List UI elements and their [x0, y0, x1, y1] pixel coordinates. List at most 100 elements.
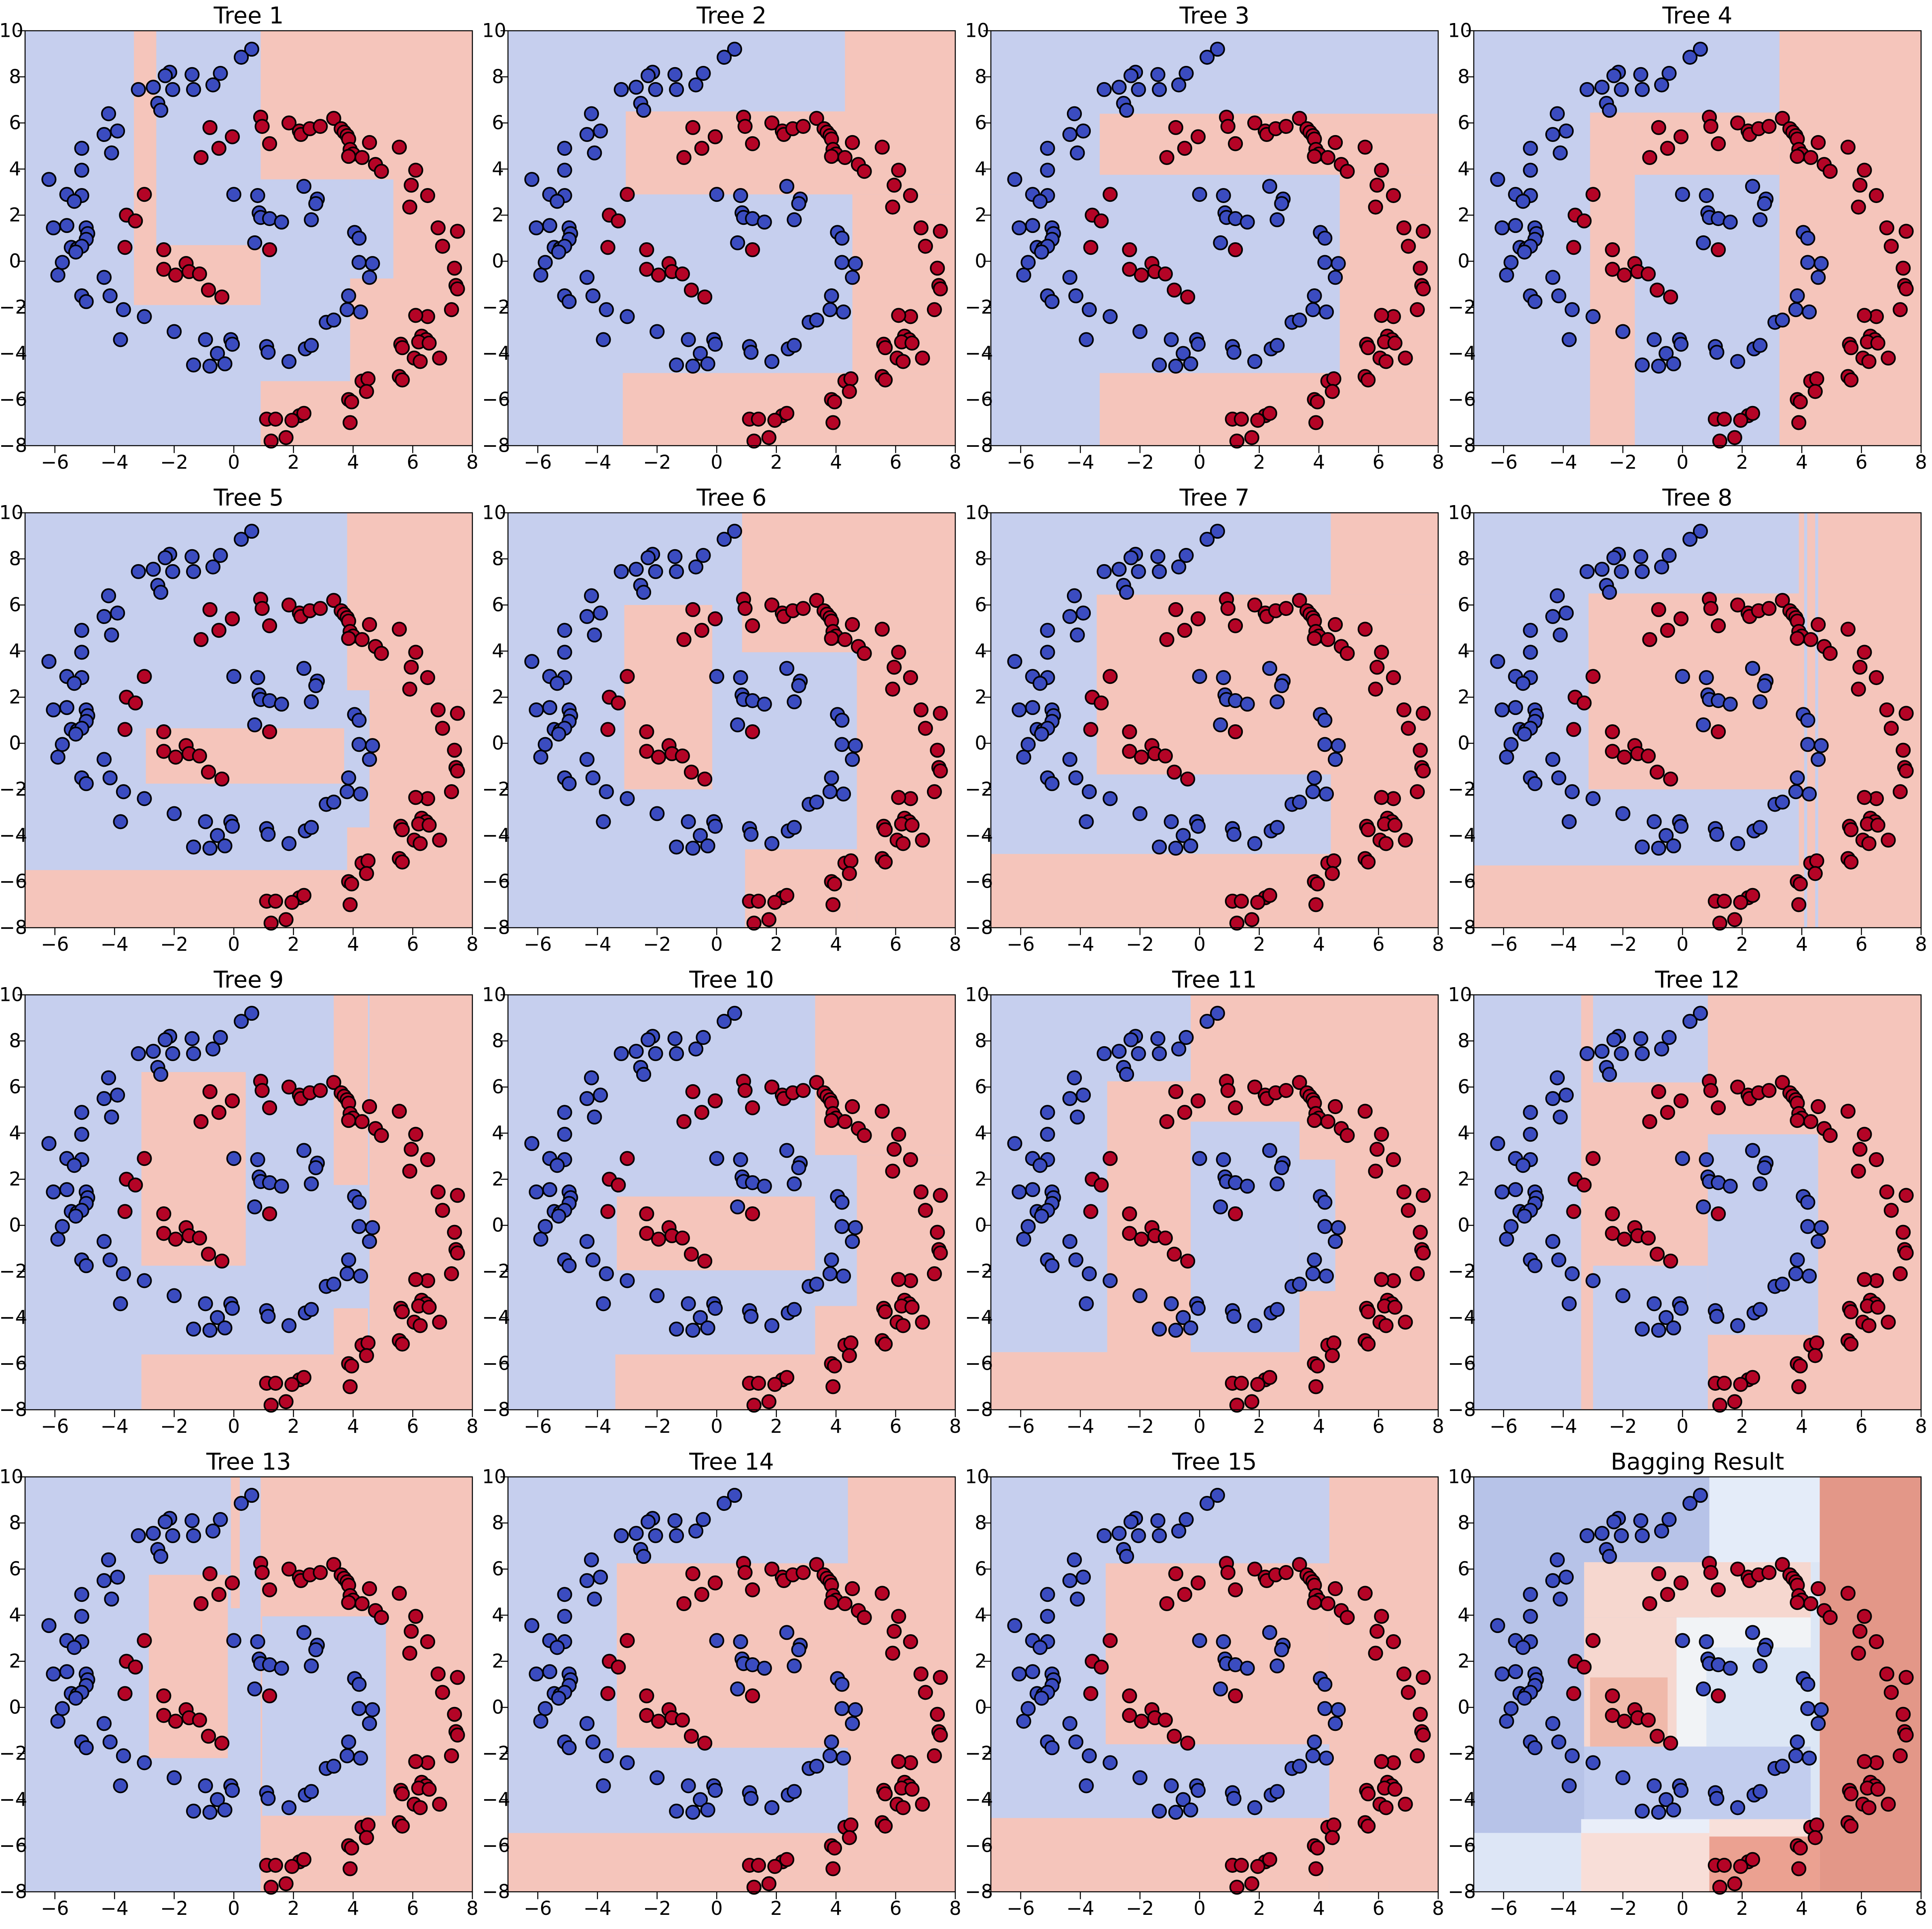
data-point-blue — [1063, 1717, 1077, 1730]
data-point-red — [1618, 1715, 1631, 1728]
data-point-red — [1370, 178, 1384, 192]
data-point-blue — [1045, 295, 1059, 308]
data-point-blue — [1528, 1741, 1542, 1754]
data-point-red — [1852, 1165, 1865, 1178]
x-tick-label: 8 — [1915, 1415, 1927, 1438]
y-tick-label: 4 — [9, 1604, 21, 1627]
data-point-red — [1728, 913, 1742, 926]
x-tick-label: 2 — [1736, 1415, 1748, 1438]
y-tick-label: 4 — [492, 158, 504, 180]
data-point-blue — [1270, 339, 1284, 352]
data-point-red — [269, 1859, 282, 1872]
data-point-blue — [563, 777, 576, 790]
data-point-red — [1375, 645, 1388, 659]
y-tick-label: −6 — [965, 870, 993, 893]
data-point-red — [1762, 1084, 1775, 1097]
data-point-blue — [1560, 606, 1573, 620]
x-tick-label: 6 — [1855, 1415, 1868, 1438]
y-tick-label: −6 — [482, 388, 510, 411]
data-point-blue — [309, 679, 322, 692]
x-tick-label: 2 — [287, 1415, 300, 1438]
data-point-blue — [1041, 1127, 1054, 1141]
data-point-blue — [792, 1161, 805, 1174]
data-point-blue — [1500, 1233, 1513, 1246]
data-point-blue — [1320, 1269, 1333, 1283]
data-point-red — [1606, 1689, 1619, 1703]
data-point-blue — [534, 1233, 548, 1246]
data-point-red — [709, 1094, 722, 1108]
data-point-blue — [42, 1137, 55, 1150]
data-point-red — [436, 1686, 449, 1699]
data-point-blue — [787, 1785, 801, 1798]
data-point-red — [1880, 221, 1894, 235]
data-point-blue — [689, 1524, 703, 1538]
x-tick-label: −2 — [1609, 1415, 1637, 1438]
data-point-red — [1804, 633, 1818, 646]
y-tick-label: −8 — [965, 434, 993, 457]
data-point-red — [1894, 785, 1907, 798]
decision-region — [1593, 1265, 1708, 1410]
data-point-blue — [167, 807, 181, 820]
y-tick-label: 4 — [492, 640, 504, 662]
data-point-blue — [1595, 563, 1608, 576]
data-point-blue — [694, 829, 707, 842]
data-point-blue — [629, 1045, 643, 1058]
data-point-blue — [615, 83, 628, 96]
data-point-red — [846, 618, 859, 631]
data-point-blue — [1026, 1665, 1039, 1678]
data-point-red — [640, 262, 653, 276]
data-point-red — [896, 355, 910, 368]
data-point-red — [1728, 1877, 1742, 1891]
data-point-blue — [1758, 1161, 1771, 1174]
data-point-blue — [166, 1529, 179, 1542]
data-point-red — [1880, 703, 1894, 717]
data-point-blue — [1801, 1702, 1814, 1715]
data-point-red — [436, 239, 449, 253]
data-point-blue — [1132, 83, 1145, 96]
data-point-blue — [1184, 839, 1197, 852]
data-point-blue — [758, 1662, 771, 1675]
data-point-blue — [600, 303, 613, 316]
y-tick-label: −8 — [965, 916, 993, 939]
data-point-blue — [1151, 550, 1164, 563]
data-point-red — [1606, 243, 1619, 256]
data-point-blue — [525, 655, 538, 668]
data-point-blue — [1318, 713, 1331, 727]
data-point-blue — [1063, 610, 1077, 623]
data-point-blue — [1724, 1180, 1737, 1193]
data-point-blue — [1491, 655, 1504, 668]
subplot-title: Bagging Result — [1610, 1449, 1784, 1475]
data-point-red — [327, 1076, 341, 1089]
data-point-blue — [114, 333, 127, 346]
data-point-red — [1664, 1737, 1677, 1750]
data-point-red — [1704, 1084, 1718, 1097]
data-point-red — [1369, 1647, 1382, 1660]
data-point-blue — [670, 1047, 683, 1060]
data-point-blue — [102, 107, 115, 121]
series-class-1-red — [1084, 592, 1430, 930]
data-point-red — [1664, 772, 1677, 786]
y-tick-label: −8 — [0, 1880, 28, 1903]
series-class-1-red — [1567, 110, 1913, 448]
data-point-blue — [366, 1221, 379, 1234]
data-point-red — [1309, 898, 1323, 911]
decision-region — [1331, 513, 1438, 595]
data-point-blue — [203, 1806, 217, 1819]
data-point-blue — [363, 1235, 376, 1248]
data-point-red — [413, 1801, 427, 1814]
data-point-red — [1359, 140, 1372, 154]
x-tick-label: 8 — [949, 1897, 961, 1920]
y-tick-label: 6 — [492, 112, 504, 134]
data-point-blue — [1293, 1278, 1306, 1291]
data-point-blue — [1227, 1792, 1240, 1805]
subplot-5: Tree 5 −6 −4 −2 0 2 4 6 8 −8 −6 −4 −2 0 2 4 6 8 10 — [0, 482, 483, 964]
data-point-red — [1181, 772, 1194, 786]
data-point-blue — [525, 1137, 538, 1150]
data-point-blue — [235, 533, 248, 546]
y-tick-label: 4 — [492, 1604, 504, 1627]
y-tick-label: −4 — [482, 342, 510, 365]
data-point-blue — [641, 1515, 655, 1529]
decision-region — [134, 31, 157, 245]
data-point-blue — [637, 1068, 650, 1081]
data-point-blue — [1655, 78, 1668, 91]
